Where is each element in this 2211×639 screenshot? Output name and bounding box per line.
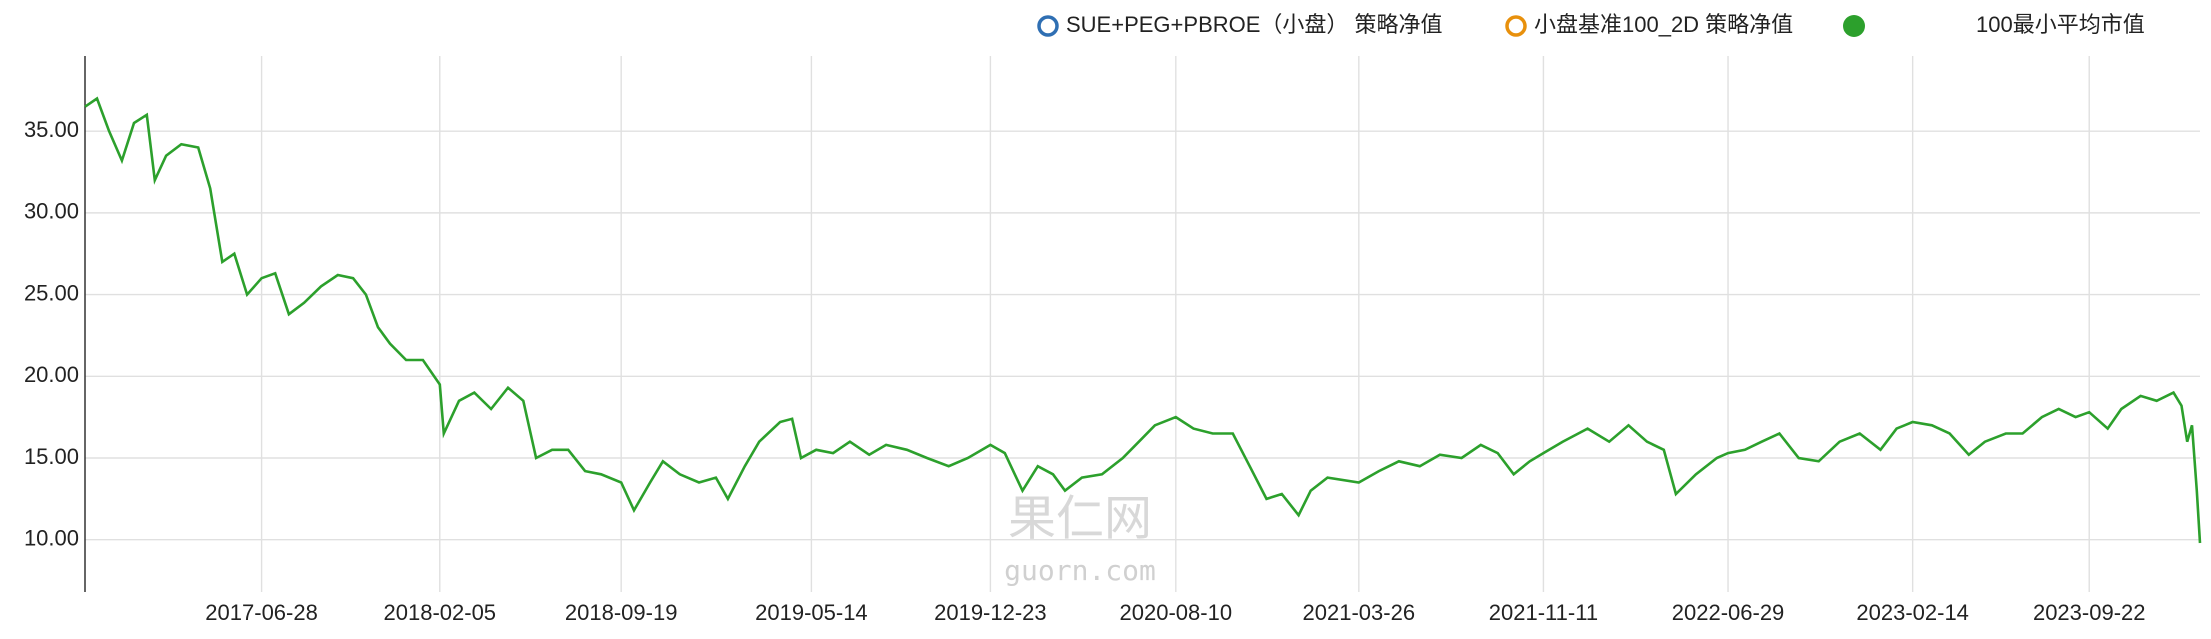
y-tick-label: 15.00 bbox=[24, 444, 79, 469]
legend-marker bbox=[1037, 15, 1059, 37]
y-tick-label: 35.00 bbox=[24, 117, 79, 142]
y-tick-label: 10.00 bbox=[24, 526, 79, 551]
y-tick-label: 30.00 bbox=[24, 199, 79, 224]
legend-label: 100最小平均市值 bbox=[1976, 12, 2145, 37]
series-line bbox=[84, 96, 2202, 544]
legend-label: SUE+PEG+PBROE（小盘） 策略净值 bbox=[1066, 12, 1443, 37]
legend-marker bbox=[1843, 15, 1865, 37]
x-tick-label: 2017-06-28 bbox=[205, 600, 318, 625]
y-tick-label: 25.00 bbox=[24, 280, 79, 305]
y-tick-label: 20.00 bbox=[24, 362, 79, 387]
x-tick-label: 2022-06-29 bbox=[1672, 600, 1785, 625]
x-tick-label: 2018-02-05 bbox=[384, 600, 497, 625]
watermark: 果仁网 bbox=[1008, 493, 1152, 546]
x-tick-label: 2021-11-11 bbox=[1489, 600, 1598, 625]
x-tick-label: 2023-09-22 bbox=[2033, 600, 2146, 625]
x-tick-label: 2018-09-19 bbox=[565, 600, 678, 625]
watermark: guorn.com bbox=[1004, 554, 1156, 587]
x-tick-label: 2020-08-10 bbox=[1120, 600, 1233, 625]
x-tick-label: 2021-03-26 bbox=[1303, 600, 1416, 625]
x-tick-label: 2019-12-23 bbox=[934, 600, 1047, 625]
legend-label: 小盘基准100_2D 策略净值 bbox=[1534, 12, 1793, 37]
legend-marker bbox=[1505, 15, 1527, 37]
x-tick-label: 2023-02-14 bbox=[1856, 600, 1969, 625]
x-tick-label: 2019-05-14 bbox=[755, 600, 868, 625]
